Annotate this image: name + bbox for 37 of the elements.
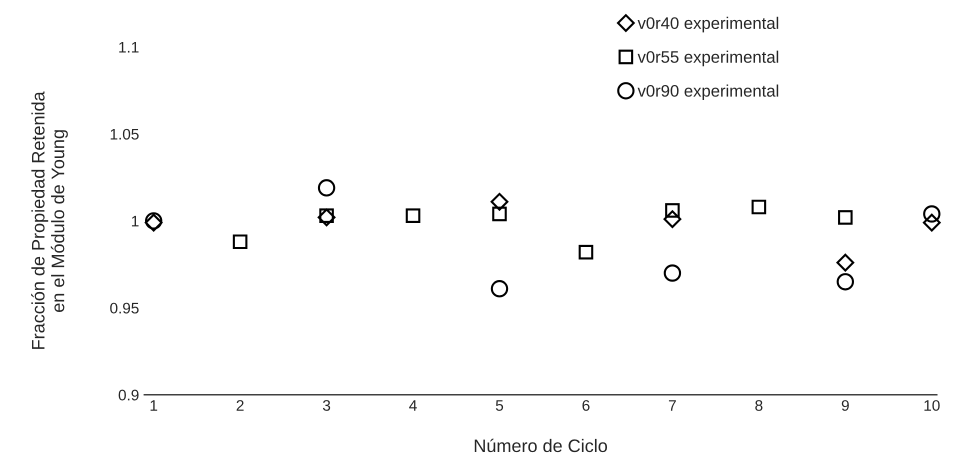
x-tick-label: 6 — [582, 400, 590, 411]
x-tick-label: 10 — [924, 400, 940, 411]
point — [836, 254, 854, 272]
x-tick-label: 8 — [755, 400, 762, 411]
point — [318, 179, 336, 197]
point — [922, 214, 941, 232]
y-tick-label: 0.9 — [118, 390, 139, 400]
x-tick-label: 3 — [322, 400, 330, 411]
point — [490, 192, 508, 211]
point — [490, 280, 508, 298]
y-tick-label: 0.95 — [110, 302, 139, 314]
point — [664, 264, 682, 282]
y-tick-label: 1.05 — [110, 128, 139, 140]
y-axis-title: Fracción de Propiedad Retenida en el Módulo de Young — [31, 91, 68, 349]
x-tick-label: 2 — [236, 400, 244, 411]
x-tick-label: 7 — [668, 400, 676, 411]
point — [752, 200, 766, 214]
point — [923, 205, 940, 223]
point — [492, 206, 507, 222]
point — [318, 208, 336, 226]
x-tick-label: 9 — [842, 400, 849, 411]
point — [664, 210, 682, 228]
y-tick-label: 1 — [132, 216, 139, 226]
x-tick-label: 4 — [409, 400, 417, 411]
legend-label: v0r40 experimental — [638, 16, 778, 32]
point — [836, 273, 854, 290]
point — [838, 210, 853, 225]
point — [232, 234, 248, 250]
x-tick-label: 1 — [150, 400, 158, 411]
point — [406, 208, 420, 223]
point — [578, 244, 594, 260]
x-axis-title: Número de Ciclo — [474, 438, 608, 452]
point — [665, 203, 680, 218]
x-tick-label: 5 — [496, 400, 504, 411]
legend-label: v0r55 experimental — [638, 50, 778, 66]
y-tick-label: 1.1 — [119, 42, 139, 53]
legend-label: v0r90 experimental — [638, 84, 778, 100]
